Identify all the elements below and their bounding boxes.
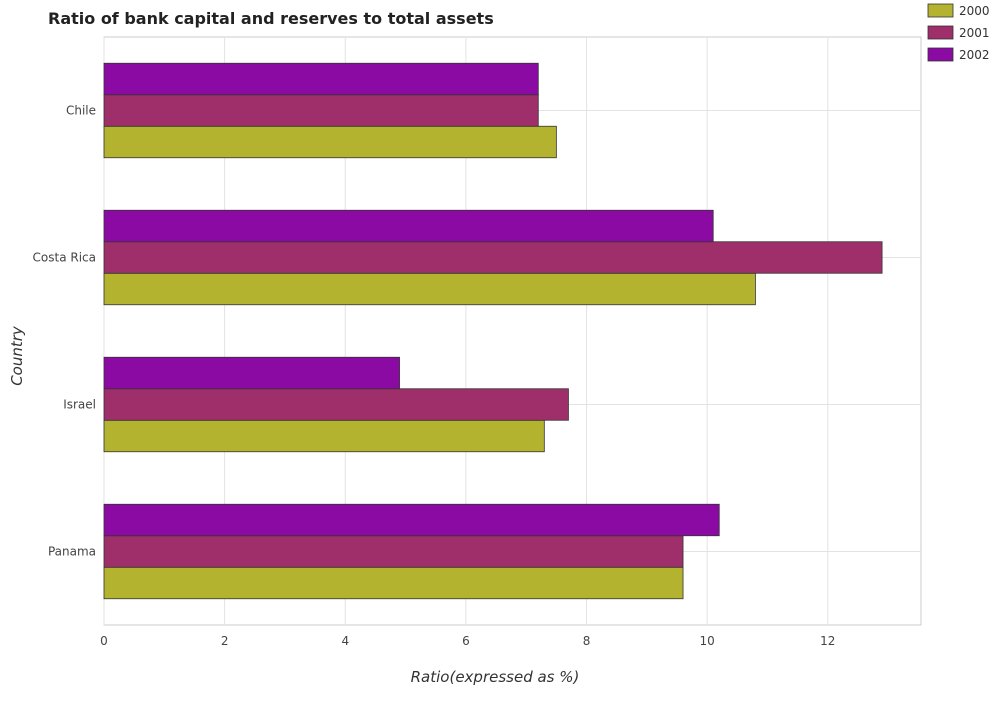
x-tick-label: 2 [221, 634, 229, 648]
bar-2001-costa-rica [103, 241, 883, 274]
y-axis-label: Country [8, 325, 26, 386]
bar-2000-costa-rica [103, 272, 756, 306]
bar-2002-panama [103, 503, 720, 537]
bar-2000-israel [103, 419, 545, 453]
legend-label-2002: 2002 [959, 48, 990, 62]
legend-swatch-2002 [927, 47, 954, 62]
x-tick-label: 8 [583, 634, 591, 648]
legend-swatch-2001 [927, 25, 954, 40]
x-tick-label: 10 [700, 634, 715, 648]
bar-2000-chile [103, 125, 557, 159]
bar-2002-costa-rica [103, 209, 714, 243]
legend-label-2001: 2001 [959, 26, 990, 40]
y-tick-label: Chile [66, 104, 96, 118]
bar-2001-panama [103, 535, 684, 568]
plot-area: 0 2 4 6 8 10 12 Chile Costa Rica Israel Panama [33, 36, 922, 648]
x-tick-label: 6 [462, 634, 470, 648]
x-tick-label: 12 [820, 634, 835, 648]
bar-2001-israel [103, 388, 569, 421]
bar-2001-chile [103, 94, 539, 127]
bar-2000-panama [103, 566, 684, 600]
x-tick-label: 4 [341, 634, 349, 648]
legend-swatch-2000 [927, 3, 954, 18]
x-tick-label: 0 [100, 634, 108, 648]
chart-title: Ratio of bank capital and reserves to to… [48, 9, 494, 28]
bar-2002-chile [103, 62, 539, 96]
y-tick-label: Israel [63, 398, 96, 412]
y-tick-label: Panama [48, 545, 96, 559]
legend-label-2000: 2000 [959, 4, 990, 18]
legend: 2000 2001 2002 [927, 3, 990, 62]
y-tick-label: Costa Rica [33, 251, 96, 265]
x-axis-label: Ratio(expressed as %) [411, 668, 580, 686]
bar-2002-israel [103, 356, 400, 390]
